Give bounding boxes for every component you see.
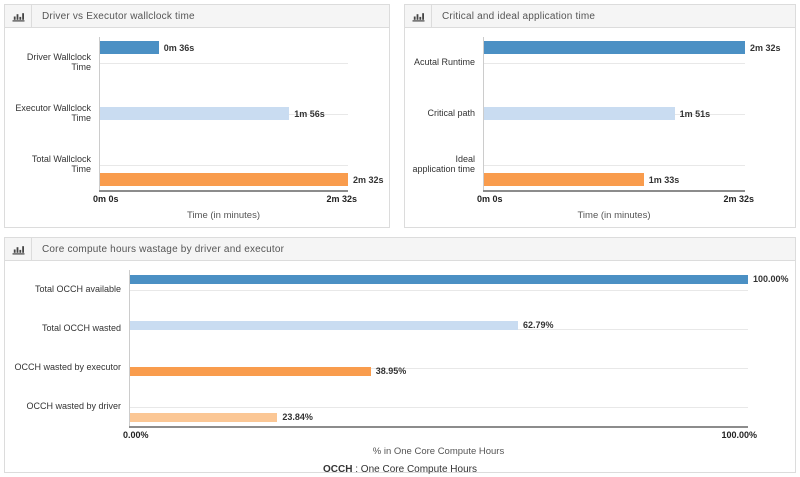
category-label: Total OCCH available <box>34 283 121 294</box>
chart-row: Ideal application time 1m 33s <box>411 139 745 190</box>
bar-track: 38.95% <box>129 348 748 387</box>
x-axis: 0.00% 100.00% <box>123 426 757 440</box>
x-axis-max-tick: 2m 32s <box>723 194 754 204</box>
category-label: OCCH wasted by executor <box>14 361 121 372</box>
occh-footnote-text: : One Core Compute Hours <box>355 464 477 475</box>
bar[interactable] <box>100 173 348 186</box>
bar-value-label: 23.84% <box>282 412 313 422</box>
occh-wastage-chart: Total OCCH available 100.00% Total OCCH wa… <box>5 261 795 457</box>
gridline <box>100 164 348 166</box>
category-label: Total OCCH wasted <box>41 322 121 333</box>
bar[interactable] <box>130 320 519 330</box>
x-axis: 0m 0s 2m 32s <box>477 190 754 204</box>
panel-header: Core compute hours wastage by driver and… <box>5 238 795 261</box>
bar-value-label: 1m 51s <box>679 108 711 119</box>
panel-title: Critical and ideal application time <box>442 10 596 22</box>
critical-ideal-time-chart: Acutal Runtime 2m 32s Critical path 1m 51s I… <box>405 28 795 221</box>
x-axis: 0m 0s 2m 32s <box>93 190 357 204</box>
bar-track: 1m 56s <box>99 88 348 139</box>
bar-value-label: 62.79% <box>523 320 554 330</box>
bar-value-label: 2m 32s <box>353 174 384 185</box>
bar-track: 100.00% <box>129 270 789 309</box>
bar-track: 2m 32s <box>99 139 384 190</box>
wallclock-time-chart: Driver Wallclock Time 0m 36s Executor Wall… <box>5 28 389 221</box>
bar[interactable] <box>100 41 159 54</box>
category-label: Acutal Runtime <box>413 56 475 67</box>
bar-chart-icon <box>5 5 32 27</box>
occh-wastage-panel: Core compute hours wastage by driver and… <box>4 237 796 475</box>
bar[interactable] <box>100 107 290 120</box>
chart-row: Total OCCH wasted 62.79% <box>11 309 748 348</box>
x-axis-max-tick: 100.00% <box>721 430 757 440</box>
x-axis-min-tick: 0m 0s <box>93 194 119 204</box>
gridline <box>484 62 745 64</box>
bar-value-label: 0m 36s <box>163 42 195 53</box>
chart-row: Total OCCH available 100.00% <box>11 270 789 309</box>
bar[interactable] <box>130 366 371 376</box>
bar[interactable] <box>484 107 675 120</box>
bar-track: 1m 33s <box>483 139 745 190</box>
gridline <box>130 289 748 291</box>
gridline <box>130 406 748 408</box>
bar[interactable] <box>484 41 745 54</box>
category-label: Total Wallclock Time <box>31 153 91 174</box>
category-label: Critical path <box>427 107 475 118</box>
chart-row: Acutal Runtime 2m 32s <box>411 37 781 88</box>
chart-row: Executor Wallclock Time 1m 56s <box>11 88 348 139</box>
x-axis-min-tick: 0.00% <box>123 430 149 440</box>
chart-row: OCCH wasted by driver 23.84% <box>11 387 748 426</box>
category-label: Driver Wallclock Time <box>26 51 91 72</box>
bar[interactable] <box>130 412 278 422</box>
bar-value-label: 100.00% <box>753 274 789 284</box>
gridline <box>130 367 748 369</box>
panel-header: Driver vs Executor wallclock time <box>5 5 389 28</box>
bar-track: 23.84% <box>129 387 748 426</box>
x-axis-title: Time (in minutes) <box>186 210 261 221</box>
x-axis-max-tick: 2m 32s <box>326 194 357 204</box>
bar[interactable] <box>484 173 644 186</box>
chart-row: Total Wallclock Time 2m 32s <box>11 139 384 190</box>
bar-chart-icon <box>5 238 32 260</box>
x-axis-min-tick: 0m 0s <box>477 194 503 204</box>
category-label: Executor Wallclock Time <box>15 102 91 123</box>
wallclock-time-panel: Driver vs Executor wallclock time Driver… <box>4 4 390 228</box>
occh-footnote: OCCH : One Core Compute Hours <box>5 464 795 475</box>
bar-track: 62.79% <box>129 309 748 348</box>
bar[interactable] <box>130 274 748 284</box>
chart-row: Critical path 1m 51s <box>411 88 745 139</box>
gridline <box>484 164 745 166</box>
top-panels-row: Driver vs Executor wallclock time Driver… <box>4 4 796 228</box>
gridline <box>100 62 348 64</box>
bar-chart-icon <box>405 5 432 27</box>
x-axis-title: % in One Core Compute Hours <box>372 446 505 457</box>
category-label: Ideal application time <box>412 153 475 174</box>
panel-header: Critical and ideal application time <box>405 5 795 28</box>
bar-track: 0m 36s <box>99 37 348 88</box>
bar-value-label: 1m 33s <box>648 174 680 185</box>
bar-value-label: 38.95% <box>375 366 407 376</box>
bar-track: 2m 32s <box>483 37 781 88</box>
chart-row: Driver Wallclock Time 0m 36s <box>11 37 348 88</box>
panel-title: Core compute hours wastage by driver and… <box>42 243 285 255</box>
bar-track: 1m 51s <box>483 88 745 139</box>
panel-title: Driver vs Executor wallclock time <box>42 10 195 22</box>
category-label: OCCH wasted by driver <box>26 400 121 411</box>
critical-ideal-time-panel: Critical and ideal application time Acut… <box>404 4 796 228</box>
occh-footnote-term: OCCH <box>323 464 353 475</box>
bar-value-label: 2m 32s <box>750 42 781 53</box>
chart-row: OCCH wasted by executor 38.95% <box>11 348 748 387</box>
bar-value-label: 1m 56s <box>294 108 325 119</box>
x-axis-title: Time (in minutes) <box>577 210 651 221</box>
